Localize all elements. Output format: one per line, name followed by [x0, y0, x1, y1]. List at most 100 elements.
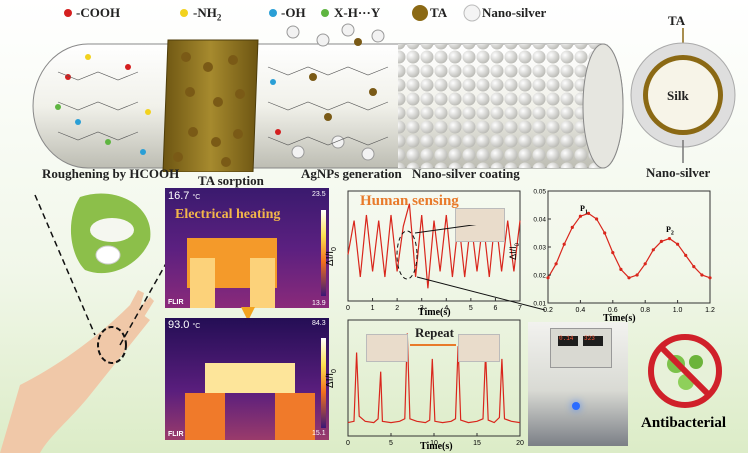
repeat-xlabel: Time(s) [420, 441, 453, 452]
label-coating: Nano-silver coating [412, 166, 520, 181]
x-tick-label: 0.8 [640, 307, 650, 314]
antibacterial-label: Antibacterial [641, 415, 726, 431]
hand-pose-photo-2 [458, 334, 500, 362]
series-line [347, 203, 521, 289]
y-tick-label: 0.01 [533, 301, 546, 308]
x-tick-label: 6 [493, 305, 497, 312]
led-glow-icon [572, 402, 580, 410]
label-agnps: AgNPs generation [301, 166, 402, 181]
ta-sorption-band [162, 39, 259, 172]
legend-oh: -OH [281, 5, 306, 20]
power-supply-photo [528, 322, 628, 446]
display-right [583, 336, 603, 346]
x-tick-label: 0.4 [576, 307, 586, 314]
series-line [347, 333, 521, 424]
arm-shape [0, 305, 150, 453]
fiber-end-cap [582, 43, 624, 169]
x-tick-label: 0.6 [608, 307, 618, 314]
x-tick-label: 1 [371, 305, 375, 312]
silk-fiber-diagram [32, 23, 624, 172]
flir-logo-bottom: FLIR [168, 431, 184, 438]
series-line [547, 212, 711, 279]
nanosilver-coating-region [398, 44, 608, 168]
x-tick-label: 1.0 [673, 307, 683, 314]
legend-cooh: -COOH [76, 5, 121, 20]
thermal-heated-fabric [205, 363, 295, 393]
cross-ta-label: TA [668, 13, 686, 28]
nanosilver-dot-icon [463, 4, 481, 22]
zoom-link-bottom [416, 276, 546, 311]
cocoon [95, 245, 121, 265]
x-tick-label: 0 [346, 305, 350, 312]
zoom-link-top [414, 225, 477, 234]
thermal-scale-bar-top [321, 210, 326, 296]
x-tick-label: 0.2 [543, 307, 553, 314]
thermal-scale-bar-bottom [321, 338, 326, 428]
hand-shape [130, 290, 154, 317]
plot-frame [547, 190, 711, 304]
human-xlabel: Time(s) [418, 307, 451, 318]
bacteria-2-icon [689, 355, 703, 369]
peak-p1-label: P1 [580, 204, 588, 216]
prohibition-slash [658, 344, 712, 398]
label-roughening: Roughening by HCOOH [42, 166, 180, 181]
dashed-link-thermal [119, 259, 169, 346]
legend-hbond: X-H···Y [334, 5, 381, 20]
y-tick-label: 0.03 [533, 245, 546, 252]
thermal-hand-left-bottom [185, 393, 225, 440]
data-point [659, 239, 663, 243]
legend-nh2-sub: 2 [216, 12, 222, 23]
thermal-hand-right-bottom [275, 393, 315, 440]
x-tick-label: 3 [420, 305, 424, 312]
data-point [586, 211, 591, 215]
data-point [643, 262, 647, 266]
zoom-xlabel: Time(s) [603, 313, 636, 324]
thermal-top-min: 13.9 [312, 300, 326, 307]
thermal-hand-right [250, 258, 275, 308]
oh-dot-icon [269, 9, 277, 17]
down-arrow-icon [241, 307, 255, 321]
cross-silk-label: Silk [667, 88, 689, 103]
x-tick-label: 7 [518, 305, 522, 312]
thermal-image-bottom [165, 318, 329, 440]
data-point [546, 276, 550, 280]
thermal-bottom-reading: 93.0 °C [168, 319, 200, 331]
data-point [635, 273, 639, 277]
functional-group-dots [55, 54, 281, 155]
thermal-bottom-max: 84.3 [312, 320, 326, 327]
data-point [684, 253, 688, 257]
cross-nanosilver-label: Nano-silver [646, 165, 711, 180]
peak-p2-label: P2 [666, 225, 674, 237]
human-sensing-title: Human sensing [360, 193, 459, 209]
wrist-photo [455, 208, 505, 242]
thermal-title: Electrical heating [175, 207, 281, 222]
data-point [676, 242, 680, 246]
legend-nh2-text: -NH [193, 5, 217, 20]
peak-p2-text: P [666, 225, 671, 234]
nh2-dot-icon [180, 9, 188, 17]
zoom-chart: 0.2 0.4 0.6 0.8 1.0 1.2 0.01 0.02 0.03 0.04 0.05 [533, 189, 715, 315]
repeat-title: Repeat [415, 325, 454, 340]
human-ylabel-text: ΔI/I [324, 250, 336, 266]
human-sensing-chart: 0 1 2 3 4 5 6 7 [346, 190, 522, 312]
legend-dots [64, 4, 481, 22]
x-tick-label: 0 [346, 440, 350, 447]
legend [60, 2, 540, 24]
y-tick-label: 0.04 [533, 217, 546, 224]
data-point [570, 225, 574, 229]
thermal-image-top [165, 188, 329, 308]
zoom-connectors [396, 225, 546, 311]
thermal-bottom-value: 93.0 [168, 319, 190, 331]
display-right-value: 323 [584, 335, 595, 342]
x-tick-label: 5 [389, 440, 393, 447]
hand-pose-photo-1 [366, 334, 408, 362]
thermal-top-max: 23.5 [312, 191, 326, 198]
wrist-sensor-highlight [97, 326, 127, 364]
human-ylabel: ΔI/I0 [325, 247, 338, 266]
data-point [619, 267, 623, 271]
x-tick-label: 5 [469, 305, 473, 312]
thermal-hand-left [190, 258, 215, 308]
peak-p1-text: P [580, 204, 585, 213]
data-point [692, 265, 696, 269]
